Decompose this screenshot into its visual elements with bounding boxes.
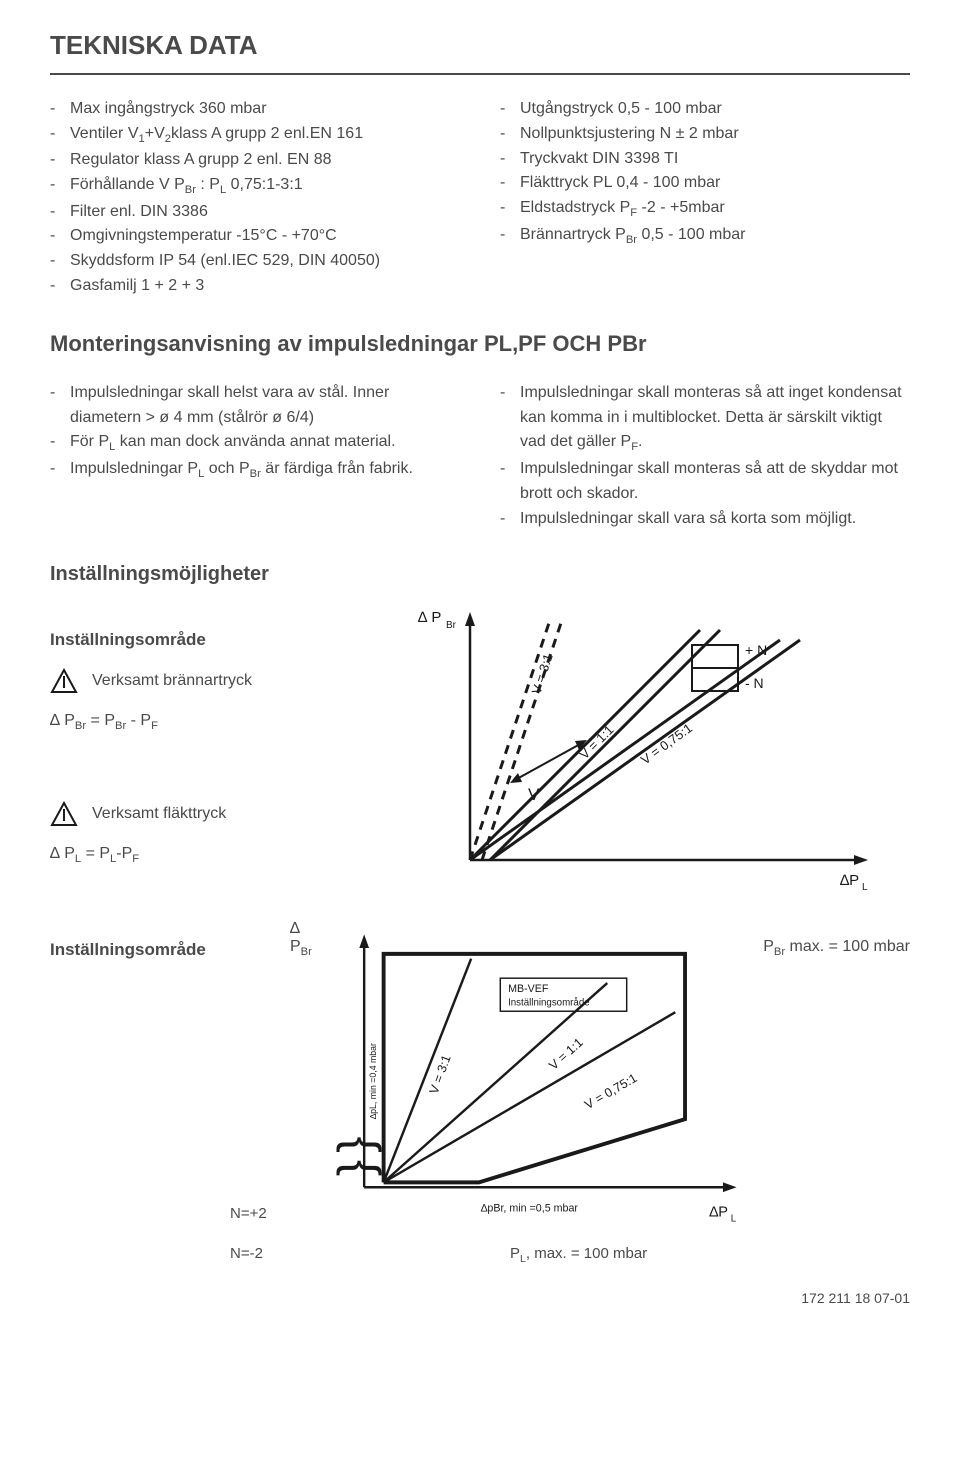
formula-dpbr: ∆ PBr = PBr - PF bbox=[50, 712, 410, 732]
brannar-row: Verksamt brännartryck bbox=[50, 668, 410, 694]
page-title: TEKNISKA DATA bbox=[50, 30, 910, 61]
svg-text:Inställningsområde: Inställningsområde bbox=[508, 998, 590, 1009]
chart2-y-label: ∆ PBr bbox=[290, 920, 325, 958]
pl-max-label: PL, max. = 100 mbar bbox=[510, 1245, 647, 1265]
chart1-left-block: Inställningsområde Verksamt brännartryck… bbox=[50, 600, 410, 864]
flakt-text: Verksamt fläkttryck bbox=[92, 805, 226, 823]
spec-item: -Impulsledningar skall helst vara av stå… bbox=[50, 381, 460, 431]
svg-text:∆P: ∆P bbox=[709, 1205, 728, 1221]
svg-text:∆P: ∆P bbox=[840, 872, 859, 889]
warning-icon bbox=[50, 801, 78, 827]
svg-text:+ N: + N bbox=[745, 642, 767, 658]
spec-columns: -Max ingångstryck 360 mbar-Ventiler V1+V… bbox=[50, 97, 910, 299]
svg-text:{: { bbox=[336, 1137, 390, 1153]
chart1-row: Inställningsområde Verksamt brännartryck… bbox=[50, 600, 910, 900]
chart2-row: Inställningsområde ∆ PBr ∆pL, min =0,4 m… bbox=[50, 920, 910, 1260]
spec-item: -Impulsledningar skall monteras så att d… bbox=[500, 457, 910, 507]
spec-col-right: -Utgångstryck 0,5 - 100 mbar-Nollpunktsj… bbox=[500, 97, 910, 299]
spec-col-left: -Max ingångstryck 360 mbar-Ventiler V1+V… bbox=[50, 97, 460, 299]
svg-text:∆pL, min =0,4 mbar: ∆pL, min =0,4 mbar bbox=[368, 1043, 378, 1119]
spec-item: -Skyddsform IP 54 (enl.IEC 529, DIN 4005… bbox=[50, 249, 460, 274]
montering-col-right: -Impulsledningar skall monteras så att i… bbox=[500, 381, 910, 532]
formula-dpl: ∆ PL = PL-PF bbox=[50, 845, 410, 865]
spec-item: -Impulsledningar skall vara så korta som… bbox=[500, 507, 910, 532]
montering-col-left: -Impulsledningar skall helst vara av stå… bbox=[50, 381, 460, 532]
instomrade-label-2: Inställningsområde bbox=[50, 940, 290, 960]
spec-item: -Omgivningstemperatur -15°C - +70°C bbox=[50, 224, 460, 249]
svg-text:L: L bbox=[862, 882, 868, 893]
montering-columns: -Impulsledningar skall helst vara av stå… bbox=[50, 381, 910, 532]
flakt-row: Verksamt fläkttryck bbox=[50, 801, 410, 827]
spec-item: -Utgångstryck 0,5 - 100 mbar bbox=[500, 97, 910, 122]
svg-text:V = 0,75:1: V = 0,75:1 bbox=[638, 721, 695, 768]
spec-item: -Brännartryck PBr 0,5 - 100 mbar bbox=[500, 223, 910, 250]
spec-item: -Gasfamilj 1 + 2 + 3 bbox=[50, 274, 460, 299]
chart1-col: ∆ PBr V = 3:1 V V = 1:1 V = 0,75:1 + N -… bbox=[410, 600, 910, 900]
spec-item: -Regulator klass A grupp 2 enl. EN 88 bbox=[50, 148, 460, 173]
spec-item: -Filter enl. DIN 3386 bbox=[50, 200, 460, 225]
svg-text:{: { bbox=[336, 1160, 390, 1176]
spec-item: -Förhållande V PBr : PL 0,75:1-3:1 bbox=[50, 173, 460, 200]
instomrade-label-1: Inställningsområde bbox=[50, 630, 410, 650]
n-plus-2: N=+2 bbox=[230, 1205, 267, 1222]
chart2-left-block: Inställningsområde bbox=[50, 920, 290, 974]
page-footer: 172 211 18 07-01 bbox=[50, 1290, 910, 1306]
svg-text:∆pBr, min =0,5 mbar: ∆pBr, min =0,5 mbar bbox=[481, 1203, 579, 1215]
spec-item: -Fläkttryck PL 0,4 - 100 mbar bbox=[500, 171, 910, 196]
instmoj-title: Inställningsmöjligheter bbox=[50, 563, 910, 586]
spec-item: -För PL kan man dock använda annat mater… bbox=[50, 430, 460, 457]
svg-text:Br: Br bbox=[446, 620, 457, 631]
svg-text:∆ P: ∆ P bbox=[418, 609, 441, 626]
svg-text:- N: - N bbox=[745, 675, 764, 691]
spec-item: -Eldstadstryck PF -2 - +5mbar bbox=[500, 196, 910, 223]
montering-title: Monteringsanvisning av impulsledningar P… bbox=[50, 331, 910, 357]
spec-item: -Nollpunktsjustering N ± 2 mbar bbox=[500, 122, 910, 147]
title-divider bbox=[50, 73, 910, 75]
adjustment-chart-1: ∆ PBr V = 3:1 V V = 1:1 V = 0,75:1 + N -… bbox=[410, 600, 890, 900]
n-minus-2: N=-2 bbox=[230, 1245, 263, 1262]
spec-item: -Tryckvakt DIN 3398 TI bbox=[500, 147, 910, 172]
brannar-text: Verksamt brännartryck bbox=[92, 672, 252, 690]
svg-text:MB-VEF: MB-VEF bbox=[508, 983, 549, 995]
spec-item: -Impulsledningar PL och PBr är färdiga f… bbox=[50, 457, 460, 484]
chart2-col: ∆ PBr ∆pL, min =0,4 mbar MB-VEF Inställn… bbox=[290, 920, 910, 1260]
spec-item: -Max ingångstryck 360 mbar bbox=[50, 97, 460, 122]
svg-text:L: L bbox=[731, 1214, 737, 1225]
chart2-right-label: PBr max. = 100 mbar bbox=[763, 920, 910, 958]
warning-icon bbox=[50, 668, 78, 694]
svg-text:V = 0,75:1: V = 0,75:1 bbox=[582, 1071, 639, 1112]
spec-item: -Ventiler V1+V2klass A grupp 2 enl.EN 16… bbox=[50, 122, 460, 149]
spec-item: -Impulsledningar skall monteras så att i… bbox=[500, 381, 910, 457]
adjustment-chart-2: ∆pL, min =0,4 mbar MB-VEF Inställningsom… bbox=[335, 920, 753, 1260]
